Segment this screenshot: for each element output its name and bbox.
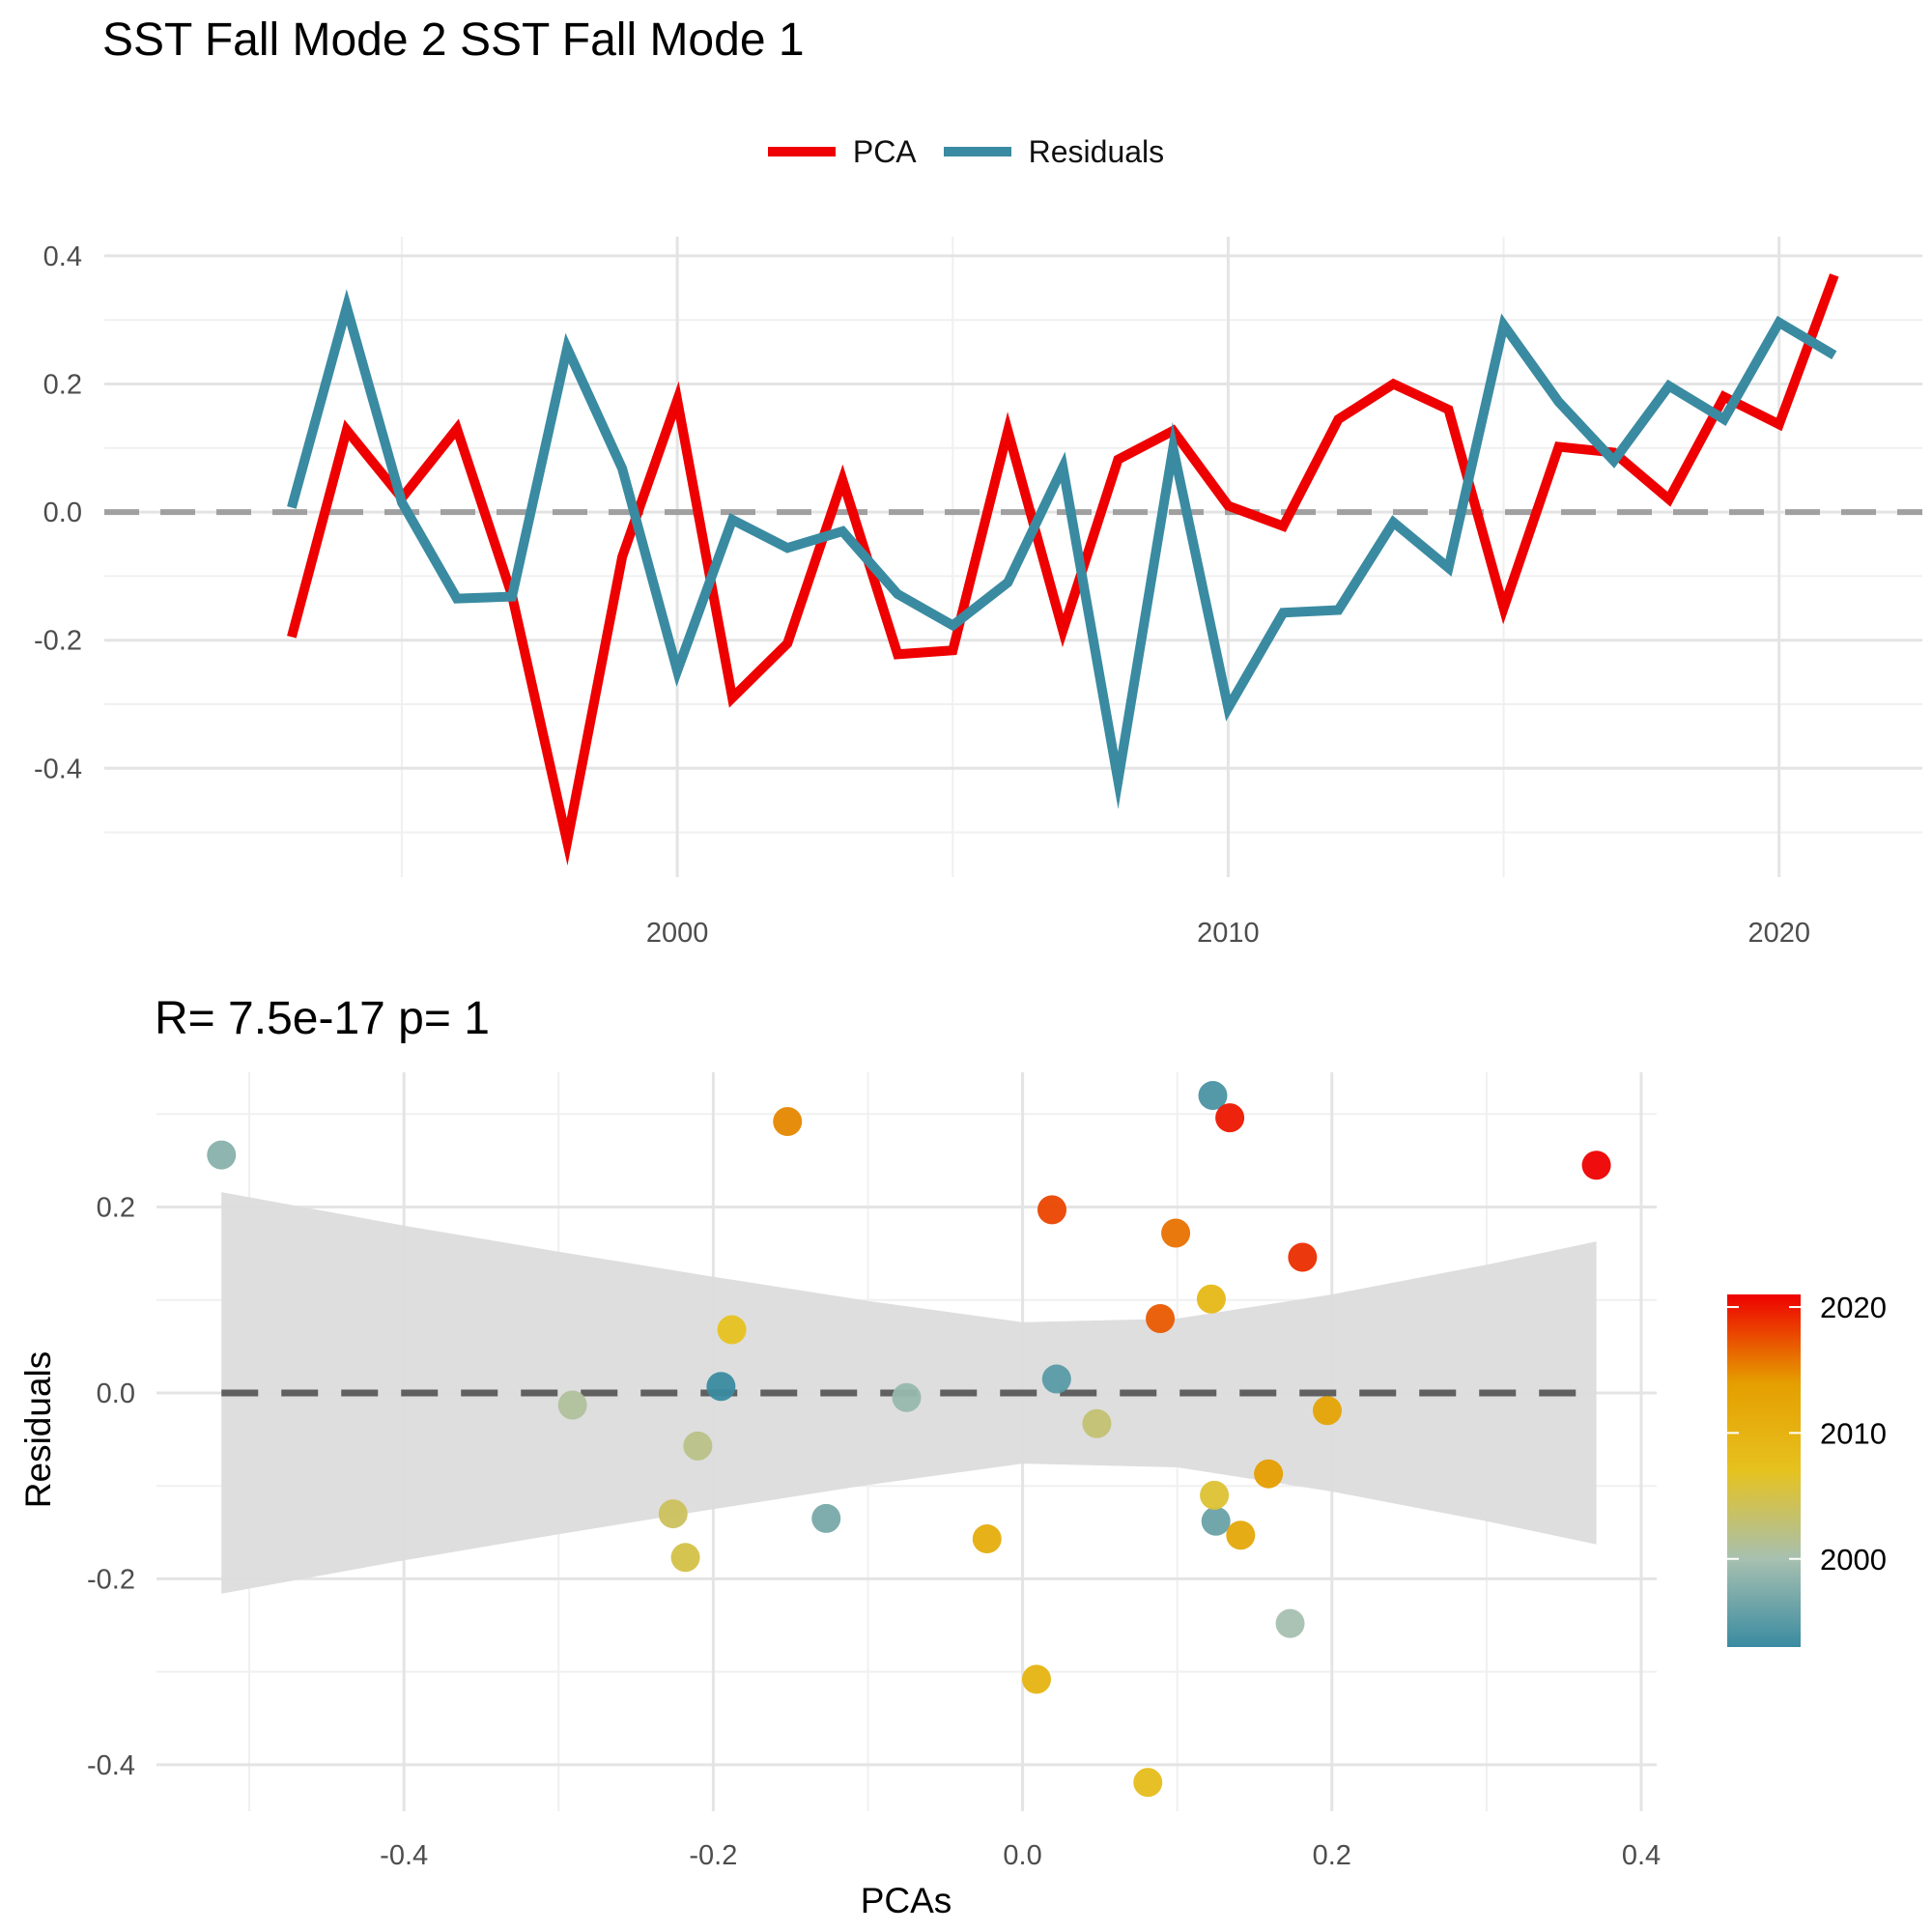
y-tick-label: -0.2 xyxy=(87,1564,135,1595)
timeseries-panel xyxy=(104,237,1922,877)
scatter-point xyxy=(1198,1081,1228,1111)
scatter-point xyxy=(1288,1242,1318,1272)
scatter-point xyxy=(1146,1304,1176,1333)
scatter-point xyxy=(773,1107,803,1136)
x-tick-label: 2010 xyxy=(1197,918,1260,949)
scatter-point xyxy=(1133,1768,1163,1798)
x-tick-label: 0.0 xyxy=(1003,1840,1041,1871)
x-tick-label: 0.4 xyxy=(1622,1840,1661,1871)
y-tick-label: 0.0 xyxy=(97,1378,135,1409)
legend-key-pca xyxy=(767,147,836,156)
y-tick-label: 0.2 xyxy=(43,369,82,400)
scatter-point xyxy=(1021,1664,1051,1694)
legend-label-residuals: Residuals xyxy=(1028,133,1165,169)
scatter-point xyxy=(1226,1520,1256,1550)
legend-item-pca: PCA xyxy=(767,133,917,170)
scatter-point xyxy=(717,1315,747,1345)
x-tick-label: 2000 xyxy=(646,918,709,949)
colorbar-tick-label: 2010 xyxy=(1820,1416,1887,1450)
y-tick-label: -0.4 xyxy=(87,1750,135,1781)
legend-item-residuals: Residuals xyxy=(943,133,1165,170)
page-title: SST Fall Mode 2 SST Fall Mode 1 xyxy=(102,14,805,66)
y-tick-label: -0.2 xyxy=(34,626,82,657)
scatter-point xyxy=(658,1499,688,1529)
scatter-point xyxy=(1581,1151,1611,1180)
y-tick-label: 0.0 xyxy=(43,497,82,528)
scatter-point xyxy=(1196,1284,1226,1314)
y-tick-label: 0.4 xyxy=(43,242,82,272)
scatter-point xyxy=(557,1390,587,1420)
scatter-point xyxy=(207,1140,237,1170)
scatter-point xyxy=(706,1372,736,1402)
scatter-point xyxy=(1201,1506,1231,1536)
legend-key-residuals xyxy=(943,147,1011,156)
scatter-point xyxy=(1275,1608,1305,1638)
scatter-point xyxy=(1200,1480,1230,1510)
scatter-point xyxy=(670,1543,700,1573)
colorbar-tick-label: 2000 xyxy=(1820,1543,1887,1577)
colorbar xyxy=(1727,1294,1801,1647)
scatter-point xyxy=(892,1382,922,1412)
scatter-point xyxy=(683,1431,713,1461)
scatter-point xyxy=(1312,1396,1342,1426)
x-axis-title: PCAs xyxy=(861,1881,952,1920)
scatter-point xyxy=(1037,1195,1066,1225)
y-tick-label: 0.2 xyxy=(97,1193,135,1224)
x-tick-label: -0.2 xyxy=(689,1840,737,1871)
series-line-residuals xyxy=(287,289,1837,810)
scatter-point xyxy=(1161,1218,1191,1248)
scatter-point xyxy=(1215,1103,1245,1133)
x-tick-label: 0.2 xyxy=(1313,1840,1351,1871)
scatter-title: R= 7.5e-17 p= 1 xyxy=(155,993,490,1044)
scatter-point xyxy=(1041,1364,1071,1394)
legend-label-pca: PCA xyxy=(852,133,917,169)
scatter-point xyxy=(1254,1459,1284,1489)
colorbar-tick-label: 2020 xyxy=(1820,1291,1887,1324)
y-tick-label: -0.4 xyxy=(34,753,82,784)
legend: PCA Residuals xyxy=(0,128,1932,176)
series-line-pca xyxy=(287,273,1839,867)
scatter-point xyxy=(1082,1408,1112,1438)
scatter-point xyxy=(972,1524,1002,1554)
x-tick-label: 2020 xyxy=(1747,918,1810,949)
x-tick-label: -0.4 xyxy=(380,1840,428,1871)
scatter-point xyxy=(811,1503,841,1533)
y-axis-title: Residuals xyxy=(18,1351,58,1508)
scatter-panel xyxy=(156,1072,1657,1811)
